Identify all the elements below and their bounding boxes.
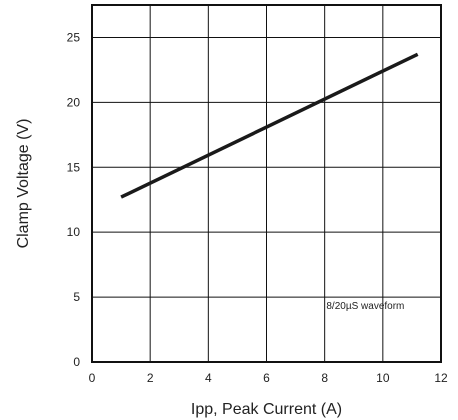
x-tick-label: 8 bbox=[321, 371, 328, 385]
x-tick-label: 0 bbox=[89, 371, 96, 385]
x-tick-label: 12 bbox=[434, 371, 448, 385]
y-tick-label: 10 bbox=[67, 225, 81, 239]
x-tick-label: 10 bbox=[376, 371, 390, 385]
y-tick-label: 25 bbox=[67, 30, 81, 44]
plot-frame bbox=[91, 4, 442, 363]
x-axis: 0 2 4 6 8 10 12 bbox=[89, 371, 448, 385]
y-tick-label: 0 bbox=[73, 355, 80, 369]
y-tick-label: 5 bbox=[73, 290, 80, 304]
y-tick-label: 20 bbox=[67, 95, 81, 109]
y-axis: 0 5 10 15 20 25 bbox=[67, 30, 81, 369]
grid-lines bbox=[91, 5, 442, 363]
x-tick-label: 2 bbox=[147, 371, 154, 385]
series-layer bbox=[120, 52, 419, 199]
x-tick-label: 4 bbox=[205, 371, 212, 385]
x-tick-label: 6 bbox=[263, 371, 270, 385]
series-line-0 bbox=[120, 52, 419, 199]
y-tick-label: 15 bbox=[67, 160, 81, 174]
x-axis-title: Ipp, Peak Current (A) bbox=[191, 401, 342, 418]
annotations: 8/20µS waveform bbox=[326, 301, 404, 312]
y-axis-title: Clamp Voltage (V) bbox=[15, 119, 32, 249]
annotation-text: 8/20µS waveform bbox=[326, 301, 404, 312]
